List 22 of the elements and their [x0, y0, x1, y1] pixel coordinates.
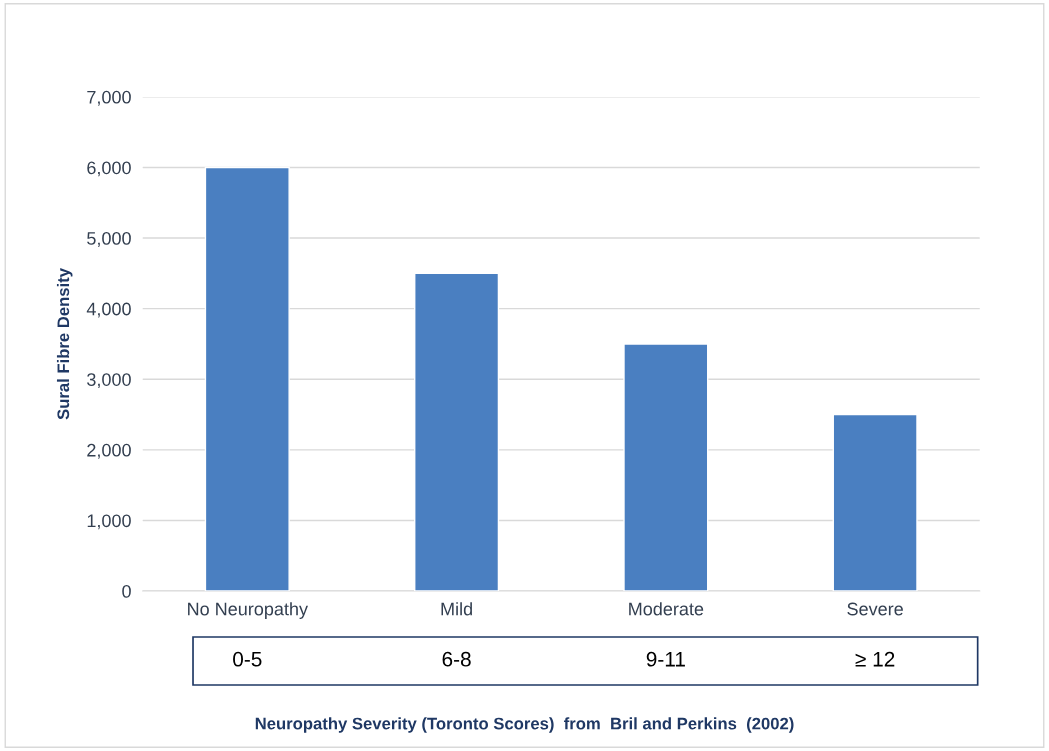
y-tick-label: 2,000: [87, 443, 131, 459]
y-tick-label: 0: [122, 584, 131, 598]
y-tick-label: 5,000: [87, 232, 131, 247]
text: ≥ 12: [855, 651, 895, 667]
y-tick-label: 3,000: [87, 373, 131, 389]
text: Neuropathy Severity (Toronto Scores) from Bril and Perkins (2002): [255, 717, 794, 733]
x-tick-label: Severe: [847, 602, 903, 616]
y-tick-label: 1,000: [87, 514, 131, 530]
bar: [204, 166, 290, 592]
y-tick-label: 6,000: [87, 161, 131, 177]
y-tick-label: 7,000: [87, 90, 131, 106]
text: 9-11: [646, 651, 685, 667]
x-tick-label: Mild: [441, 602, 472, 616]
x-tick-label: No Neuropathy: [188, 602, 308, 619]
text: 6-8: [442, 651, 471, 667]
x-tick-label: Moderate: [629, 602, 704, 616]
bar: [832, 413, 918, 592]
bar: [414, 272, 500, 592]
bar: [623, 343, 709, 592]
y-axis-title: Sural Fibre Density: [56, 268, 73, 420]
y-tick-label: 4,000: [86, 302, 131, 318]
text: 0-5: [233, 651, 262, 667]
